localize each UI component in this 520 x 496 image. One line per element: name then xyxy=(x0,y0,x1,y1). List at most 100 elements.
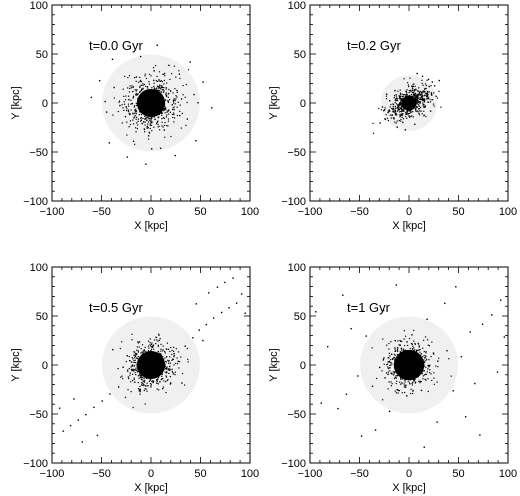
particle-dot xyxy=(428,98,430,100)
particle-dot xyxy=(396,348,399,350)
particle-dot xyxy=(167,348,170,350)
particle-dot xyxy=(134,372,136,374)
particle-dot xyxy=(145,384,147,387)
particle-dot xyxy=(406,89,408,91)
particle-dot xyxy=(398,389,401,392)
x-tick-label: 100 xyxy=(499,468,517,480)
particle-dot xyxy=(142,117,144,119)
particle-dot xyxy=(430,99,432,101)
y-tick-label: 0 xyxy=(42,360,48,372)
particle-dot xyxy=(149,344,151,346)
particle-dot xyxy=(384,107,386,109)
particle-dot xyxy=(141,381,143,384)
particle-dot xyxy=(419,98,421,100)
data-point xyxy=(417,362,419,365)
particle-dot xyxy=(136,346,138,348)
particle-dot xyxy=(144,75,146,77)
particle-dot xyxy=(390,362,392,364)
particle-dot xyxy=(156,339,158,341)
particle-dot xyxy=(152,380,155,382)
particle-dot xyxy=(391,358,394,361)
x-tick-label: 100 xyxy=(499,206,517,218)
particle-dot xyxy=(140,89,143,91)
particle-dot xyxy=(168,360,170,362)
particle-dot xyxy=(132,369,134,371)
particle-dot xyxy=(143,389,145,392)
particle-dot xyxy=(148,83,151,85)
particle-dot xyxy=(139,76,141,79)
particle-dot xyxy=(388,109,390,111)
particle-dot xyxy=(173,117,176,119)
particle-dot xyxy=(140,84,142,86)
data-point xyxy=(423,446,425,448)
particle-dot xyxy=(148,80,150,83)
particle-dot xyxy=(125,360,127,363)
panel-bottom-left: −100 −50 0 50 100 −100 −50 0 50 100 X [kpc] Y [kpc]… xyxy=(10,262,259,494)
particle-dot xyxy=(146,86,149,88)
particle-dot xyxy=(129,374,131,376)
data-point xyxy=(410,361,412,364)
data-point xyxy=(411,334,413,336)
particle-dot xyxy=(171,72,173,75)
particle-dot xyxy=(404,381,406,383)
data-point xyxy=(410,342,413,345)
particle-dot xyxy=(160,353,162,355)
particle-dot xyxy=(426,339,429,341)
particle-dot xyxy=(133,105,136,107)
data-point xyxy=(144,93,147,96)
particle-dot xyxy=(137,351,139,353)
y-tick-label: 0 xyxy=(300,360,306,372)
particle-dot xyxy=(416,100,418,102)
particle-dot xyxy=(166,110,169,112)
particle-dot xyxy=(163,107,165,110)
data-point xyxy=(111,58,114,60)
particle-dot xyxy=(159,80,161,82)
data-point xyxy=(158,362,161,364)
data-point xyxy=(411,365,413,367)
particle-dot xyxy=(390,103,392,106)
particle-dot xyxy=(167,379,169,381)
particle-dot xyxy=(160,80,162,82)
particle-dot xyxy=(391,363,393,365)
particle-dot xyxy=(122,378,124,380)
particle-dot xyxy=(121,375,123,377)
data-point xyxy=(433,85,436,87)
particle-dot xyxy=(427,390,429,393)
particle-dot xyxy=(166,366,168,368)
particle-dot xyxy=(131,373,134,375)
particle-dot xyxy=(145,117,147,119)
particle-dot xyxy=(137,93,139,95)
particle-dot xyxy=(418,91,421,94)
particle-dot xyxy=(139,385,141,388)
particle-dot xyxy=(148,73,151,75)
particle-dot xyxy=(392,374,395,376)
particle-dot xyxy=(149,338,151,340)
particle-dot xyxy=(418,87,420,89)
y-tick-label: 100 xyxy=(30,262,48,274)
particle-dot xyxy=(408,91,410,94)
particle-dot xyxy=(427,93,429,96)
data-point xyxy=(142,368,144,370)
particle-dot xyxy=(426,79,428,81)
data-point xyxy=(162,387,164,390)
panel-top-right: −100 −50 0 50 100 −100 −50 0 50 100 X [kpc] Y [kpc]… xyxy=(268,0,517,232)
particle-dot xyxy=(423,98,425,100)
particle-dot xyxy=(139,391,141,393)
particle-dot xyxy=(129,120,132,122)
particle-dot xyxy=(180,356,182,358)
particle-dot xyxy=(135,80,137,82)
data-point xyxy=(69,424,72,427)
particle-dot xyxy=(418,104,420,106)
particle-dot xyxy=(424,357,426,359)
particle-dot xyxy=(176,114,178,117)
particle-dot xyxy=(397,350,399,352)
particle-dot xyxy=(397,107,399,109)
particle-dot xyxy=(393,109,395,111)
particle-dot xyxy=(168,368,171,370)
particle-dot xyxy=(408,382,411,384)
particle-dot xyxy=(138,377,140,379)
particle-dot xyxy=(137,387,140,390)
particle-dot xyxy=(393,95,396,97)
particle-dot xyxy=(171,359,173,362)
particle-dot xyxy=(131,339,133,341)
